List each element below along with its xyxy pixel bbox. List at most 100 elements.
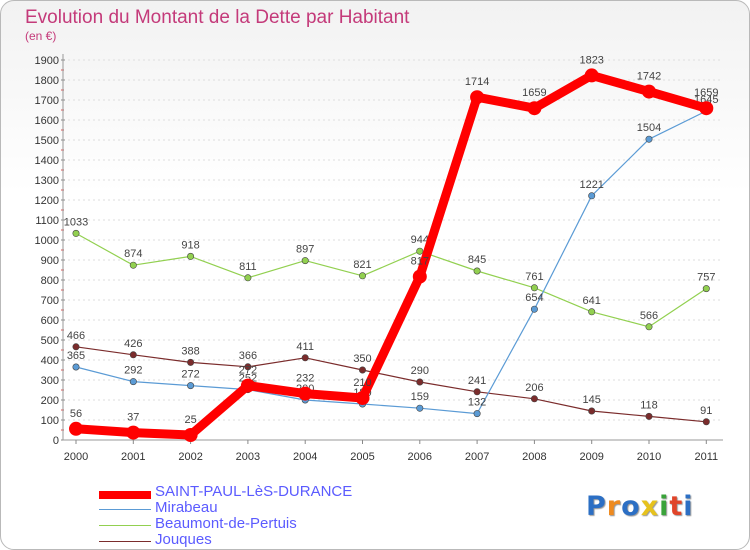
y-tick-label: 1900 <box>35 55 59 67</box>
data-label: 426 <box>124 338 142 350</box>
data-label: 817 <box>411 256 429 268</box>
data-label: 206 <box>525 382 543 394</box>
x-tick-label: 2011 <box>694 451 718 463</box>
y-tick-label: 800 <box>41 275 59 287</box>
data-point <box>416 247 424 255</box>
data-label: 159 <box>411 391 429 403</box>
legend-label: Beaumont-de-Pertuis <box>155 515 297 532</box>
chart-title: Evolution du Montant de la Dette par Hab… <box>25 7 410 28</box>
data-point <box>126 425 141 440</box>
data-point <box>129 378 137 386</box>
data-label: 761 <box>525 271 543 283</box>
data-point <box>416 378 424 386</box>
data-point <box>240 378 255 393</box>
data-label: 1221 <box>579 179 603 191</box>
data-point <box>72 229 80 237</box>
series-line <box>71 70 711 440</box>
data-point <box>72 363 80 371</box>
y-tick-label: 500 <box>41 335 59 347</box>
data-point <box>588 407 596 415</box>
series-line <box>75 110 707 415</box>
data-point <box>702 418 710 426</box>
x-tick-label: 2009 <box>579 451 603 463</box>
x-tick-label: 2006 <box>408 451 432 463</box>
y-tick-label: 600 <box>41 315 59 327</box>
x-tick-label: 2005 <box>350 451 374 463</box>
legend-swatch <box>99 541 151 542</box>
data-label: 145 <box>583 394 601 406</box>
data-point <box>301 354 309 362</box>
data-label: 56 <box>70 408 82 420</box>
data-point <box>702 285 710 293</box>
data-point <box>588 192 596 200</box>
data-label: 1659 <box>694 87 718 99</box>
data-point <box>584 68 599 83</box>
data-label: 25 <box>184 414 196 426</box>
data-label: 1823 <box>579 54 603 66</box>
data-point <box>358 366 366 374</box>
x-tick-label: 2004 <box>293 451 317 463</box>
x-tick-label: 2007 <box>465 451 489 463</box>
y-tick-label: 300 <box>41 375 59 387</box>
proxiti-logo: Proxiti <box>586 491 694 522</box>
y-tick-label: 1200 <box>35 195 59 207</box>
data-label: 641 <box>583 295 601 307</box>
y-tick-label: 200 <box>41 395 59 407</box>
y-tick-label: 1000 <box>35 235 59 247</box>
data-point <box>129 261 137 269</box>
data-label: 1714 <box>465 76 489 88</box>
data-point <box>72 343 80 351</box>
data-point <box>530 284 538 292</box>
y-tick-label: 1100 <box>35 215 59 227</box>
legend-swatch <box>99 491 151 499</box>
data-label: 1659 <box>522 87 546 99</box>
y-tick-label: 1400 <box>35 155 59 167</box>
data-label: 232 <box>296 373 314 385</box>
data-point <box>699 101 714 116</box>
logo-letter: P <box>586 491 607 522</box>
x-tick-label: 2010 <box>637 451 661 463</box>
data-label: 1504 <box>637 122 661 134</box>
data-label: 897 <box>296 244 314 256</box>
data-point <box>355 391 370 405</box>
data-label: 366 <box>239 350 257 362</box>
y-tick-label: 700 <box>41 295 59 307</box>
data-label: 37 <box>127 412 139 424</box>
data-label: 292 <box>124 365 142 377</box>
data-point <box>473 388 481 396</box>
y-tick-label: 900 <box>41 255 59 267</box>
data-label: 132 <box>468 397 486 409</box>
data-label: 466 <box>67 330 85 342</box>
x-tick-label: 2000 <box>64 451 88 463</box>
data-point <box>470 90 485 105</box>
chart-unit: (en €) <box>25 29 57 43</box>
legend-swatch <box>99 509 151 510</box>
data-label: 411 <box>296 341 314 353</box>
legend-swatch <box>99 525 151 526</box>
data-point <box>301 257 309 265</box>
data-label: 821 <box>353 259 371 271</box>
data-point <box>416 404 424 412</box>
data-point <box>183 428 198 442</box>
data-point <box>473 267 481 275</box>
data-point <box>473 410 481 418</box>
data-point <box>358 272 366 280</box>
data-point <box>129 351 137 359</box>
logo-letter: o <box>621 491 641 522</box>
data-point <box>527 101 542 116</box>
data-label: 811 <box>239 261 257 273</box>
logo-letter: x <box>640 491 660 522</box>
legend-label: Jouques <box>155 531 212 548</box>
legend-label: SAINT-PAUL-LèS-DURANCE <box>155 483 353 500</box>
data-point <box>69 421 83 436</box>
y-tick-label: 1500 <box>35 135 59 147</box>
y-tick-label: 400 <box>41 355 59 367</box>
logo-letter: r <box>606 491 622 522</box>
data-label: 118 <box>640 399 658 411</box>
logo-letter: i <box>659 491 670 522</box>
data-label: 272 <box>239 365 257 377</box>
data-point <box>530 395 538 403</box>
x-tick-label: 2001 <box>121 451 145 463</box>
